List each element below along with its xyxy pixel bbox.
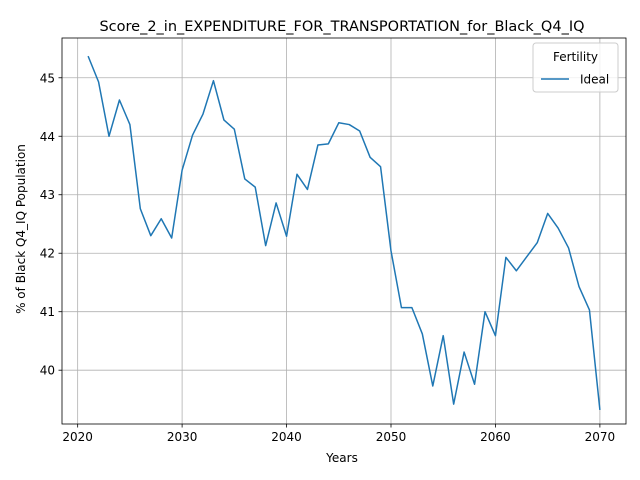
legend-title: Fertility bbox=[553, 50, 598, 64]
y-tick-label: 41 bbox=[40, 305, 55, 319]
x-tick-label: 2020 bbox=[62, 430, 93, 444]
y-tick-label: 42 bbox=[40, 247, 55, 261]
legend: Fertility Ideal bbox=[532, 42, 619, 93]
y-axis-title: % of Black Q4_IQ Population bbox=[14, 144, 28, 314]
x-tick-label: 2050 bbox=[376, 430, 407, 444]
x-tick-label: 2060 bbox=[480, 430, 511, 444]
series-line-ideal bbox=[87, 55, 601, 411]
chart-title: Score_2_in_EXPENDITURE_FOR_TRANSPORTATIO… bbox=[99, 19, 584, 35]
y-tick-label: 44 bbox=[40, 130, 55, 144]
y-tick-label: 45 bbox=[40, 71, 55, 85]
x-tick-label: 2040 bbox=[271, 430, 302, 444]
grid-lines bbox=[62, 38, 626, 424]
series-lines bbox=[87, 55, 601, 411]
y-tick-label: 43 bbox=[40, 188, 55, 202]
legend-label-ideal: Ideal bbox=[580, 73, 609, 87]
plot-area-frame bbox=[61, 37, 627, 425]
x-tick-label: 2070 bbox=[585, 430, 616, 444]
x-tick-label: 2030 bbox=[167, 430, 198, 444]
axis-ticks: 2020 2030 2040 2050 2060 2070 40 41 42 43 44 45 bbox=[40, 71, 615, 444]
x-axis-title: Years bbox=[325, 451, 358, 465]
y-tick-label: 40 bbox=[40, 364, 55, 378]
